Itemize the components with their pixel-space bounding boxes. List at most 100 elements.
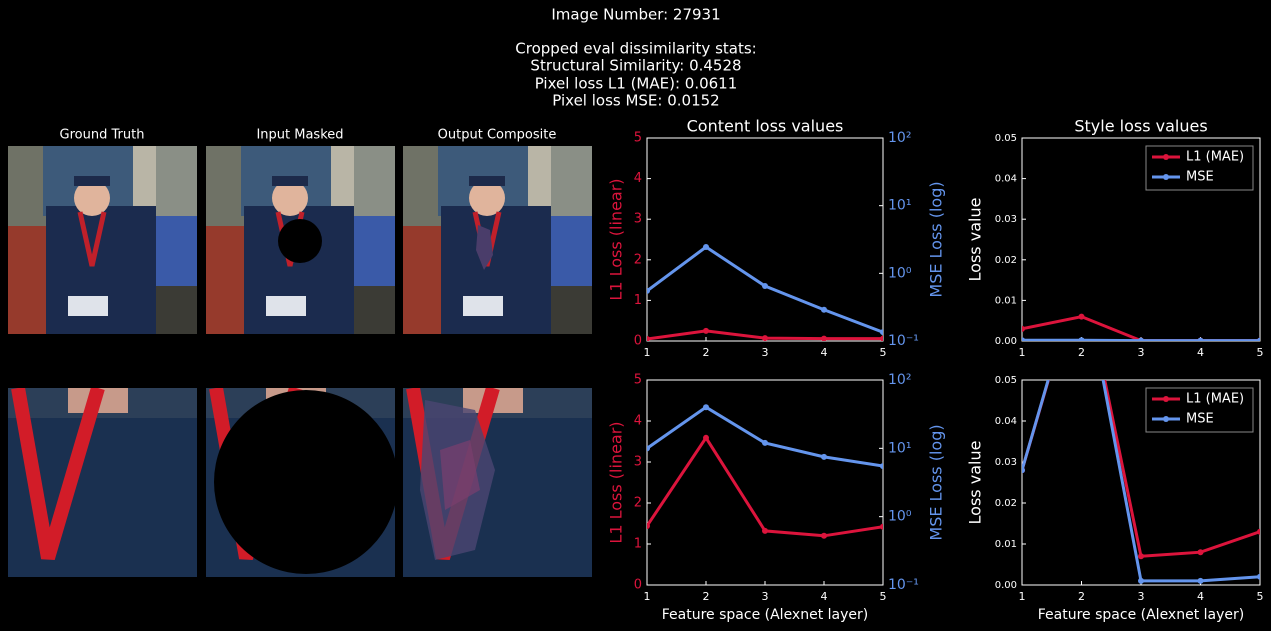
y2-axis-label: MSE Loss (log) bbox=[927, 181, 946, 297]
marker bbox=[1257, 573, 1260, 580]
stats-title: Cropped eval dissimilarity stats: bbox=[515, 40, 756, 58]
marker bbox=[1078, 337, 1085, 341]
y-tick-label: 0 bbox=[634, 578, 642, 593]
legend-label: MSE bbox=[1186, 412, 1214, 427]
marker bbox=[1138, 577, 1144, 584]
y-axis-label: Loss value bbox=[966, 198, 985, 282]
y-tick-label: 2 bbox=[634, 496, 642, 511]
y2-tick-label: 10¹ bbox=[888, 198, 911, 214]
chart-title: Style loss values bbox=[1074, 117, 1207, 136]
marker bbox=[821, 453, 827, 460]
legend-label: L1 (MAE) bbox=[1186, 150, 1244, 165]
y-tick-label: 1 bbox=[634, 537, 642, 552]
crop-ground-truth bbox=[8, 388, 197, 577]
x-axis-label: Feature space (Alexnet layer) bbox=[1038, 607, 1244, 623]
y-tick-label: 3 bbox=[634, 212, 642, 227]
plot-area bbox=[1022, 264, 1260, 584]
marker bbox=[762, 439, 768, 446]
marker bbox=[762, 282, 768, 289]
crop-input-masked bbox=[206, 388, 398, 577]
marker bbox=[1257, 528, 1260, 535]
y2-tick-label: 10² bbox=[888, 372, 911, 388]
marker bbox=[821, 532, 827, 539]
x-tick-label: 2 bbox=[703, 590, 710, 603]
y-tick-label: 0.00 bbox=[995, 580, 1017, 591]
y-tick-label: 0.02 bbox=[995, 498, 1017, 509]
marker bbox=[647, 522, 650, 529]
y2-tick-label: 10⁰ bbox=[888, 265, 912, 281]
x-tick-label: 5 bbox=[880, 346, 887, 359]
y-tick-label: 0.03 bbox=[995, 214, 1017, 225]
y-tick-label: 0.01 bbox=[995, 295, 1017, 306]
y-axis-label: L1 Loss (linear) bbox=[607, 178, 626, 300]
y-tick-label: 0.05 bbox=[995, 133, 1017, 144]
chart-title: Content loss values bbox=[687, 117, 844, 136]
image-ground-truth bbox=[8, 146, 197, 334]
stat: Pixel loss L1 (MAE): 0.0611 bbox=[535, 75, 738, 93]
legend-label: MSE bbox=[1186, 170, 1214, 185]
panel-title: Input Masked bbox=[256, 128, 343, 143]
legend-marker bbox=[1163, 174, 1169, 180]
x-tick-label: 2 bbox=[703, 346, 710, 359]
y2-axis-label: MSE Loss (log) bbox=[927, 424, 946, 540]
y-tick-label: 2 bbox=[634, 252, 642, 267]
marker bbox=[821, 306, 827, 313]
stat: Pixel loss MSE: 0.0152 bbox=[552, 92, 719, 110]
image-number: Image Number: 27931 bbox=[551, 6, 720, 24]
line bbox=[647, 435, 883, 538]
y2-tick-label: 10² bbox=[888, 130, 911, 146]
y-tick-label: 0.02 bbox=[995, 255, 1017, 266]
x-tick-label: 4 bbox=[1197, 590, 1204, 603]
x-tick-label: 1 bbox=[644, 346, 651, 359]
marker bbox=[880, 329, 883, 336]
y-tick-label: 0.03 bbox=[995, 457, 1017, 468]
marker bbox=[762, 527, 768, 534]
x-tick-label: 1 bbox=[1019, 590, 1026, 603]
marker bbox=[703, 404, 709, 411]
panel-title: Ground Truth bbox=[60, 128, 145, 143]
legend-marker bbox=[1163, 154, 1169, 160]
axes-frame bbox=[646, 379, 884, 586]
marker bbox=[1197, 549, 1204, 556]
x-tick-label: 4 bbox=[821, 346, 828, 359]
x-tick-label: 3 bbox=[762, 590, 769, 603]
x-axis-label: Feature space (Alexnet layer) bbox=[662, 607, 868, 623]
marker bbox=[1138, 553, 1144, 560]
legend-box bbox=[1145, 387, 1254, 433]
marker bbox=[1022, 325, 1025, 332]
legend-marker bbox=[1163, 396, 1169, 402]
x-tick-label: 1 bbox=[1019, 346, 1026, 359]
x-tick-label: 4 bbox=[821, 590, 828, 603]
marker bbox=[880, 463, 883, 470]
y-tick-label: 3 bbox=[634, 455, 642, 470]
y-axis-label: Loss value bbox=[966, 441, 985, 525]
marker bbox=[1079, 264, 1085, 270]
plot-area bbox=[647, 404, 883, 539]
crop-output-composite bbox=[403, 388, 592, 577]
x-tick-label: 3 bbox=[762, 346, 769, 359]
image-input-masked bbox=[206, 146, 395, 334]
image-output-composite bbox=[403, 146, 592, 334]
y-tick-label: 0.01 bbox=[995, 539, 1017, 550]
y-tick-label: 5 bbox=[634, 373, 642, 388]
marker bbox=[1022, 337, 1025, 341]
y2-tick-label: 10¹ bbox=[888, 440, 911, 456]
x-tick-label: 2 bbox=[1078, 590, 1085, 603]
marker bbox=[1197, 577, 1204, 584]
marker bbox=[1197, 337, 1204, 341]
y2-tick-label: 10⁻¹ bbox=[888, 333, 919, 349]
marker bbox=[703, 327, 709, 334]
x-tick-label: 5 bbox=[1257, 346, 1264, 359]
x-tick-label: 1 bbox=[644, 590, 651, 603]
x-tick-label: 5 bbox=[880, 590, 887, 603]
marker bbox=[880, 335, 883, 341]
y-tick-label: 0.04 bbox=[995, 416, 1017, 427]
marker bbox=[647, 287, 650, 294]
legend-box bbox=[1145, 145, 1254, 191]
y2-tick-label: 10⁰ bbox=[888, 509, 912, 525]
legend-label: L1 (MAE) bbox=[1186, 392, 1244, 407]
marker bbox=[1022, 467, 1025, 474]
line bbox=[647, 245, 883, 334]
